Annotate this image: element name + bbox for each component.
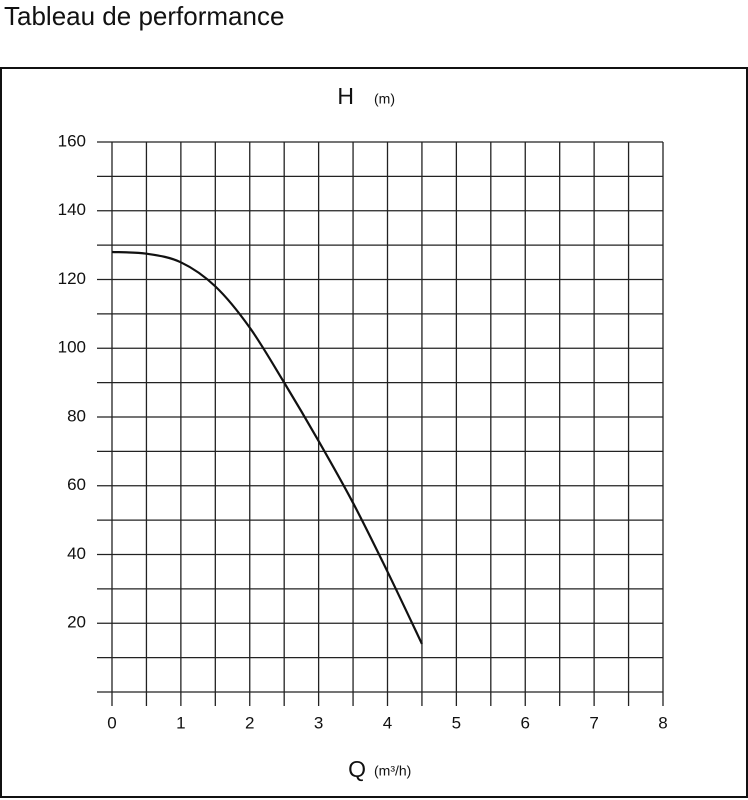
x-tick-label: 1 <box>176 713 185 732</box>
y-tick-label: 160 <box>58 131 86 150</box>
x-tick-label: 0 <box>107 713 116 732</box>
x-tick-label: 5 <box>452 713 461 732</box>
y-tick-label: 140 <box>58 200 86 219</box>
x-tick-label: 4 <box>383 713 392 732</box>
chart-title: Tableau de performance <box>4 1 284 31</box>
x-axis-title: Q <box>348 756 366 782</box>
y-axis-unit: (m) <box>374 91 395 107</box>
y-tick-label: 60 <box>67 475 86 494</box>
y-tick-label: 20 <box>67 613 86 632</box>
x-tick-label: 2 <box>245 713 254 732</box>
x-axis-unit: (m³/h) <box>374 763 411 779</box>
x-tick-label: 3 <box>314 713 323 732</box>
y-tick-label: 120 <box>58 269 86 288</box>
x-tick-label: 7 <box>589 713 598 732</box>
y-tick-label: 100 <box>58 338 86 357</box>
x-tick-label: 6 <box>521 713 530 732</box>
curve <box>111 250 423 645</box>
x-tick-label: 8 <box>658 713 667 732</box>
y-tick-label: 80 <box>67 406 86 425</box>
y-axis-title: H <box>337 83 354 109</box>
y-tick-label: 40 <box>67 544 86 563</box>
chart-frame <box>0 67 748 798</box>
